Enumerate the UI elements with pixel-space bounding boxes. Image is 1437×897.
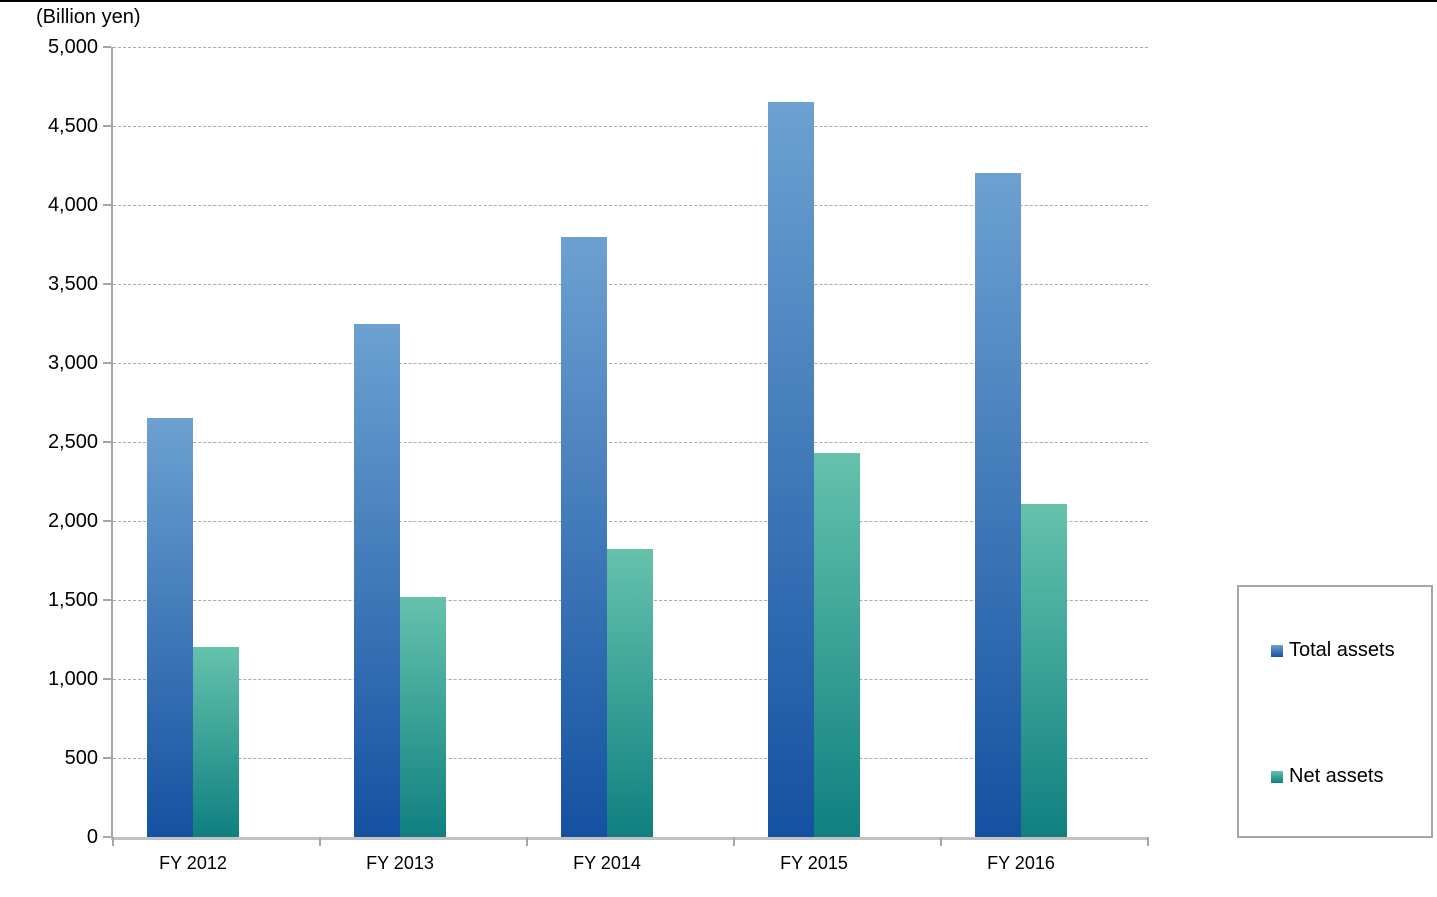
top-border-line [0,0,1437,2]
bar-total-assets-fy-2015 [768,102,814,837]
gridline-3,000 [113,363,1148,364]
y-tick-1,000 [103,678,111,680]
gridline-4,000 [113,205,1148,206]
x-tick-1 [319,837,321,846]
gridline-5,000 [113,47,1148,48]
gridline-4,500 [113,126,1148,127]
legend-label-net-assets: Net assets [1289,765,1384,787]
bar-total-assets-fy-2012 [147,418,193,837]
bar-total-assets-fy-2013 [354,323,400,837]
y-tick-1,500 [103,599,111,601]
y-tick-0 [103,836,111,838]
y-tick-5,000 [103,46,111,48]
x-category-label-fy-2012: FY 2012 [159,853,227,873]
bar-net-assets-fy-2014 [607,549,653,837]
y-tick-label-4,500: 4,500 [47,115,98,137]
x-category-label-fy-2014: FY 2014 [573,853,641,873]
y-tick-label-3,000: 3,000 [47,352,98,374]
bar-total-assets-fy-2014 [561,236,607,837]
y-axis-unit-label: (Billion yen) [36,6,141,28]
gridline-2,000 [113,521,1148,522]
y-tick-label-4,000: 4,000 [47,194,98,216]
bar-total-assets-fy-2016 [975,173,1021,837]
plot-area: FY 2012 FY 2013 FY 2014 FY 2015 FY 2016 [103,46,1149,873]
legend-label-total-assets: Total assets [1289,639,1395,661]
x-tick-3 [733,837,735,846]
y-tick-label-2,000: 2,000 [47,510,98,532]
x-category-label-fy-2013: FY 2013 [366,853,434,873]
x-category-label-fy-2015: FY 2015 [780,853,848,873]
y-tick-3,500 [103,283,111,285]
y-tick-label-0: 0 [86,826,98,848]
y-tick-2,000 [103,520,111,522]
y-tick-4,500 [103,125,111,127]
gridline-3,500 [113,284,1148,285]
y-tick-label-500: 500 [64,747,98,769]
y-tick-4,000 [103,204,111,206]
y-tick-label-2,500: 2,500 [47,431,98,453]
legend-item-net-assets: Net assets [1271,765,1383,788]
y-tick-label-1,500: 1,500 [47,589,98,611]
legend-box: Total assets Net assets [1237,585,1433,838]
bar-net-assets-fy-2016 [1021,503,1067,837]
x-axis-line [111,837,1148,840]
x-tick-5 [1147,837,1149,846]
y-tick-label-5,000: 5,000 [47,36,98,58]
y-tick-label-1,000: 1,000 [47,668,98,690]
y-axis-tick-labels: 0 500 1,000 1,500 2,000 2,500 3,000 3,500 4,000 4… [0,36,98,848]
x-tick-0 [112,837,114,846]
x-tick-4 [940,837,942,846]
y-tick-2,500 [103,441,111,443]
bar-net-assets-fy-2015 [814,453,860,837]
x-category-label-fy-2016: FY 2016 [987,853,1055,873]
gridline-2,500 [113,442,1148,443]
bar-net-assets-fy-2012 [193,647,239,837]
y-tick-3,000 [103,362,111,364]
y-tick-500 [103,757,111,759]
bar-net-assets-fy-2013 [400,596,446,837]
legend-item-total-assets: Total assets [1271,639,1395,662]
total-assets-swatch-icon [1271,644,1283,657]
y-tick-label-3,500: 3,500 [47,273,98,295]
y-axis-line [111,47,113,837]
net-assets-swatch-icon [1271,770,1283,783]
x-tick-2 [526,837,528,846]
